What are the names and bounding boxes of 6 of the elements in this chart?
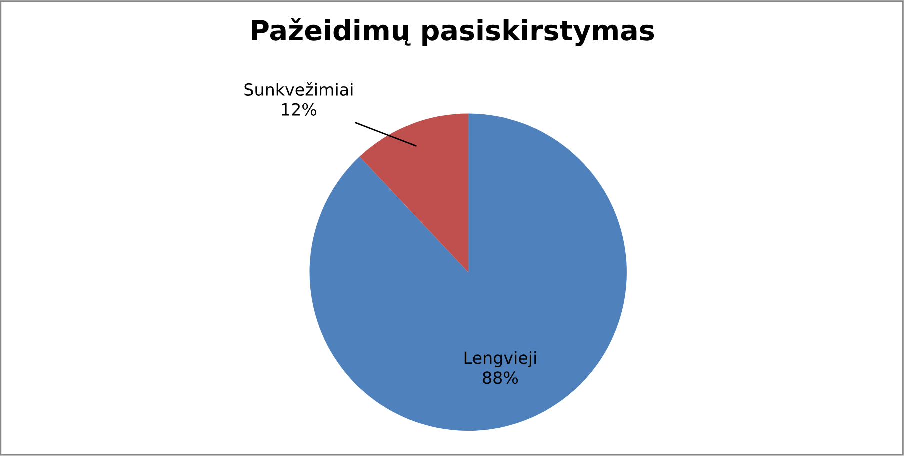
chart-title: Pažeidimų pasiskirstymas	[252, 18, 654, 46]
slice-label: Sunkvežimiai	[244, 82, 353, 96]
slice-label: Lengvieji	[464, 351, 536, 368]
pie-slice	[360, 114, 468, 272]
data-label: 12%	[282, 103, 317, 116]
data-label: 88%	[483, 372, 518, 384]
